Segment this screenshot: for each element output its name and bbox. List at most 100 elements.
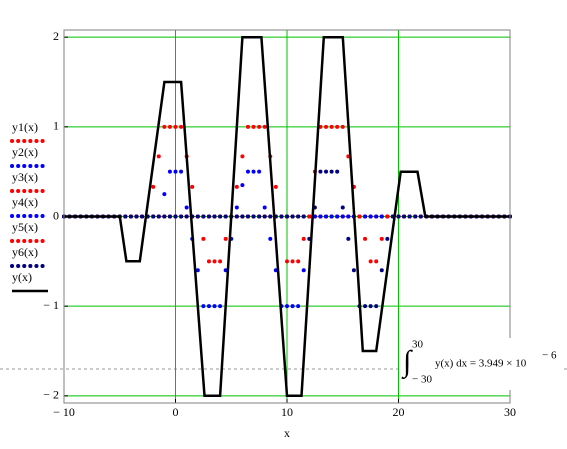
x-tick-label: 20 [393,405,405,419]
data-dot [173,214,178,219]
data-dot [251,124,256,129]
legend-label: y2(x) [12,145,38,159]
data-dot [290,214,295,219]
data-dot [251,169,256,174]
integral-sign: ∫ [401,345,413,380]
data-dot [368,259,373,264]
data-dot [173,169,178,174]
data-dot [363,236,368,241]
legend-label: y(x) [12,270,32,284]
data-dot [301,214,306,219]
data-dot [329,169,334,174]
data-dot [379,214,384,219]
data-dot [179,124,184,129]
data-dot [234,205,239,210]
data-dot [268,236,273,241]
data-dot [140,214,145,219]
data-dot [385,236,390,241]
legend-label: y4(x) [12,195,38,209]
data-dot [318,169,323,174]
x-tick-label: 10 [281,405,293,419]
data-dot [123,214,128,219]
data-dot [296,259,301,264]
data-dot [379,268,384,273]
data-dot [206,259,211,264]
integral-exponent: − 6 [542,350,557,362]
data-dot [151,214,156,219]
data-dot [234,184,239,189]
data-dot [285,304,289,309]
data-dot [301,268,306,273]
data-dot [290,304,295,309]
data-dot [167,214,172,219]
data-dot [218,304,223,309]
data-dot [290,259,295,264]
data-dot [162,192,167,197]
data-dot [128,214,133,219]
data-dot [385,214,390,219]
data-dot [262,214,267,219]
legend-label: y6(x) [12,245,38,259]
data-dot [379,236,384,241]
data-dot [179,169,184,174]
data-dot [240,214,245,219]
data-dot [307,214,312,219]
integral-lower: − 30 [412,374,432,386]
data-dot [340,214,345,219]
data-dot [151,184,156,189]
data-dot [218,259,223,264]
data-dot [363,304,368,309]
data-dot [324,169,329,174]
data-dot [257,169,262,174]
data-dot [212,304,217,309]
data-dot [195,214,200,219]
data-dot [201,214,206,219]
data-dot [245,214,250,219]
data-dot [273,184,278,189]
y-tick-label: 2 [53,29,59,43]
data-dot [201,304,206,309]
data-dot [407,214,412,219]
data-dot [357,214,362,219]
data-dot [413,214,418,219]
data-dot [340,205,345,210]
data-dot [318,214,323,219]
x-tick-label: − 10 [53,405,75,419]
data-line [64,35,510,398]
data-dot [335,214,340,219]
data-dot [195,268,200,273]
data-dot [162,124,167,129]
legend-label: y5(x) [12,220,38,234]
data-dot [335,169,340,174]
data-dot [285,259,289,264]
data-dot [190,184,195,189]
data-dot [262,124,267,129]
data-dot [329,124,334,129]
y-tick-label: 1 [53,119,59,133]
data-dot [262,205,267,210]
data-dot [206,304,211,309]
data-dot [301,236,306,241]
data-dot [179,214,184,219]
legend-label: y3(x) [12,170,38,184]
data-dot [368,304,373,309]
data-dot [223,236,228,241]
data-dot [340,124,345,129]
x-axis-label: x [284,426,290,440]
data-dot [167,124,172,129]
data-dot [212,214,217,219]
integral-upper: 30 [412,339,424,351]
data-dot [351,268,356,273]
data-dot [206,214,211,219]
data-dot [173,124,178,129]
data-dot [240,183,245,188]
x-tick-label: 0 [173,405,179,419]
data-dot [335,124,340,129]
data-dot [324,214,329,219]
legend-label: y1(x) [12,120,38,134]
data-dot [374,214,379,219]
data-dot [184,205,189,210]
data-dot [268,214,273,219]
data-dot [184,214,189,219]
